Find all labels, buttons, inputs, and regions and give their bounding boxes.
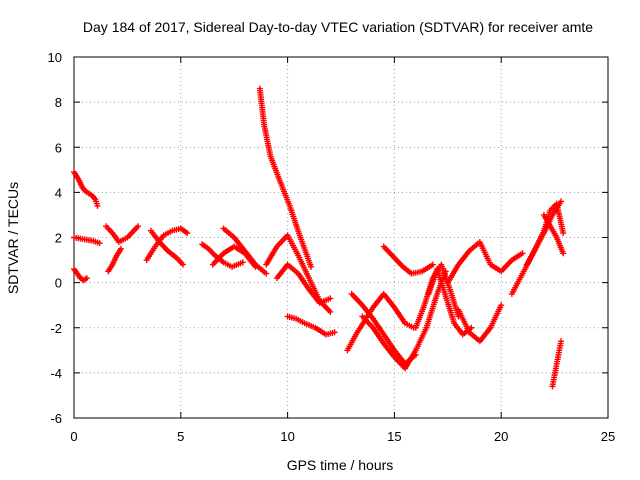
x-tick-label: 20 bbox=[494, 429, 508, 444]
data-point bbox=[239, 259, 246, 266]
series-track-n bbox=[284, 313, 338, 338]
data-point bbox=[327, 295, 334, 302]
series-track-y bbox=[540, 211, 567, 257]
data-point bbox=[560, 229, 567, 236]
series-track-b bbox=[71, 234, 103, 247]
series-track-k bbox=[256, 85, 315, 270]
data-point bbox=[558, 338, 565, 345]
data-point bbox=[429, 261, 436, 268]
y-tick-label: 10 bbox=[48, 50, 62, 65]
data-point bbox=[498, 302, 505, 309]
y-tick-label: -6 bbox=[50, 411, 62, 426]
data-point bbox=[558, 198, 565, 205]
data-point bbox=[83, 275, 90, 282]
data-point bbox=[331, 329, 338, 336]
x-tick-label: 5 bbox=[177, 429, 184, 444]
y-tick-label: -2 bbox=[50, 321, 62, 336]
data-point bbox=[179, 261, 186, 268]
x-tick-label: 10 bbox=[280, 429, 294, 444]
data-points bbox=[71, 85, 567, 390]
y-tick-label: 2 bbox=[55, 231, 62, 246]
x-tick-label: 0 bbox=[70, 429, 77, 444]
data-point bbox=[308, 263, 315, 270]
series-track-r bbox=[380, 243, 436, 277]
data-point bbox=[135, 223, 142, 230]
series-track-m bbox=[273, 261, 334, 306]
data-point bbox=[184, 229, 191, 236]
series-track-g bbox=[147, 227, 186, 268]
series-track-c bbox=[71, 266, 90, 284]
series-track-e bbox=[105, 245, 124, 275]
y-tick-label: -4 bbox=[50, 366, 62, 381]
series-track-u bbox=[444, 239, 526, 286]
data-point bbox=[519, 250, 526, 257]
series-track-t bbox=[425, 266, 475, 338]
data-point bbox=[263, 270, 270, 277]
data-point bbox=[94, 202, 101, 209]
chart-title: Day 184 of 2017, Sidereal Day-to-day VTE… bbox=[83, 19, 593, 35]
y-axis-label: SDTVAR / TECUs bbox=[5, 182, 21, 294]
series-track-a bbox=[71, 169, 101, 209]
data-point bbox=[96, 240, 103, 247]
data-point bbox=[117, 245, 124, 252]
x-tick-label: 15 bbox=[387, 429, 401, 444]
grid-lines bbox=[73, 56, 609, 419]
series-track-j bbox=[220, 225, 270, 277]
x-tick-label: 25 bbox=[601, 429, 615, 444]
y-tick-label: 8 bbox=[55, 95, 62, 110]
axis-ticks: 0 5 10 15 20 25 -6 -4 -2 0 2 4 6 8 10 bbox=[48, 50, 616, 444]
x-axis-label: GPS time / hours bbox=[287, 457, 394, 473]
y-tick-label: 4 bbox=[55, 185, 62, 200]
y-tick-label: 6 bbox=[55, 140, 62, 155]
series-track-z bbox=[549, 338, 565, 390]
series-track-d bbox=[103, 223, 142, 246]
y-tick-label: 0 bbox=[55, 276, 62, 291]
data-point bbox=[560, 250, 567, 257]
data-point bbox=[327, 308, 334, 315]
series-track-v bbox=[455, 302, 505, 345]
series-track-x bbox=[523, 198, 565, 268]
